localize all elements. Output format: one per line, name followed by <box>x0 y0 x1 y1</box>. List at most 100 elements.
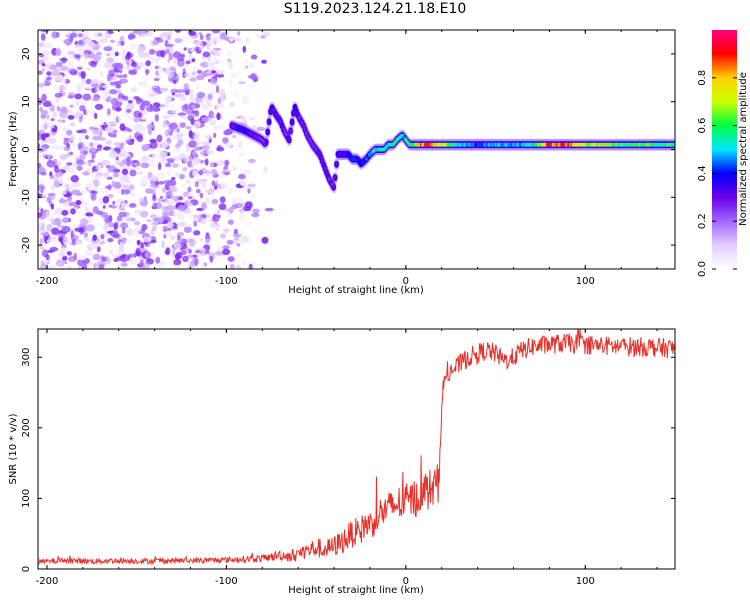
heatmap-cell <box>212 214 220 223</box>
heatmap-cell <box>157 66 163 75</box>
heatmap-cell <box>50 184 55 191</box>
heatmap-cell <box>116 198 123 203</box>
heatmap-cell <box>204 189 213 193</box>
heatmap-cell <box>80 71 86 79</box>
heatmap-cell <box>232 91 240 97</box>
colorbar-tick-label: 0.4 <box>697 165 708 181</box>
heatmap-cell <box>172 156 180 162</box>
heatmap-cell <box>202 141 210 147</box>
heatmap-cell <box>207 93 213 100</box>
heatmap-cell <box>111 231 118 236</box>
heatmap-cell <box>49 246 59 252</box>
heatmap-cell <box>51 31 58 39</box>
heatmap-cell <box>165 204 174 212</box>
heatmap-cell <box>45 254 50 260</box>
heatmap-cell <box>133 253 137 258</box>
heatmap-cell <box>129 169 137 177</box>
heatmap-cell <box>147 30 155 37</box>
heatmap-cell <box>78 137 83 141</box>
heatmap-cell <box>201 116 210 122</box>
heatmap-cell <box>76 47 85 54</box>
heatmap-cell <box>243 170 252 175</box>
heatmap-cell <box>98 38 108 43</box>
heatmap-cell <box>38 212 43 218</box>
heatmap-cell <box>239 207 245 215</box>
heatmap-cell <box>204 249 210 254</box>
heatmap-cell <box>179 122 186 128</box>
heatmap-cell <box>62 190 67 195</box>
colorbar-ticks: 0.0 0.2 0.4 0.6 0.8 <box>697 70 737 277</box>
heatmap-cell <box>102 84 109 89</box>
heatmap-cell <box>47 154 52 159</box>
heatmap-cell <box>233 165 237 172</box>
heatmap-cell <box>261 236 269 244</box>
snr-frame <box>37 328 676 570</box>
heatmap-cell <box>68 54 75 59</box>
heatmap-cell <box>182 157 190 163</box>
colorbar-tick-label: 0.0 <box>697 261 708 277</box>
heatmap-cell <box>214 250 224 256</box>
heatmap-cell <box>197 122 201 127</box>
snr-series-line <box>38 329 675 566</box>
heatmap-cell <box>132 228 142 232</box>
heatmap-cell <box>173 211 179 217</box>
heatmap-cell <box>153 77 160 82</box>
heatmap-cell <box>167 43 174 48</box>
heatmap-cell <box>150 188 156 195</box>
heatmap-cell <box>41 93 47 102</box>
heatmap-cell <box>266 130 270 134</box>
heatmap-cell <box>237 71 241 75</box>
heatmap-cell <box>223 168 233 173</box>
heatmap-cell <box>38 143 41 150</box>
heatmap-cell <box>131 160 139 164</box>
heatmap-cell <box>120 262 128 267</box>
heatmap-cell <box>152 195 157 202</box>
heatmap-cell <box>179 174 185 180</box>
heatmap-cell <box>233 239 243 244</box>
x-tick-label: 100 <box>576 576 595 587</box>
heatmap-cell <box>248 263 253 269</box>
heatmap-cell <box>92 135 101 141</box>
heatmap-cell <box>142 236 152 243</box>
heatmap-cell <box>235 264 242 269</box>
heatmap-cell <box>149 214 158 219</box>
heatmap-cell <box>171 132 177 140</box>
y-tick-label: 100 <box>21 489 32 508</box>
heatmap-cell <box>64 38 73 46</box>
heatmap-cell <box>67 218 72 223</box>
y-tick-label: 0 <box>21 146 32 152</box>
heatmap-cell <box>58 123 63 131</box>
heatmap-cell <box>202 145 210 151</box>
x-tick-label: -200 <box>36 276 59 287</box>
heatmap-cell <box>207 60 213 68</box>
heatmap-cell <box>151 91 159 96</box>
heatmap-cell <box>147 171 153 179</box>
heatmap-cell <box>100 71 104 77</box>
heatmap-cell <box>319 155 323 160</box>
heatmap-cell <box>154 37 162 41</box>
heatmap-cell <box>144 252 151 259</box>
heatmap-cell <box>139 103 145 111</box>
heatmap-cell <box>94 240 102 249</box>
heatmap-cell <box>213 126 218 130</box>
heatmap-cell <box>209 255 214 263</box>
heatmap-cell <box>672 142 675 147</box>
heatmap-cell <box>164 114 173 118</box>
heatmap-cell <box>227 219 234 225</box>
heatmap-cells <box>38 30 675 269</box>
heatmap-cell <box>196 74 205 79</box>
heatmap-cell <box>70 230 74 238</box>
heatmap-cell <box>91 96 100 102</box>
heatmap-cell <box>293 105 297 110</box>
heatmap-cell <box>52 84 59 89</box>
heatmap-cell <box>209 34 215 39</box>
heatmap-cell <box>216 160 225 166</box>
heatmap-cell <box>238 173 246 180</box>
heatmap-cell <box>167 170 171 177</box>
heatmap-cell <box>154 202 163 210</box>
heatmap-cell <box>108 69 116 76</box>
heatmap-cell <box>51 69 60 77</box>
heatmap-cell <box>140 80 149 88</box>
